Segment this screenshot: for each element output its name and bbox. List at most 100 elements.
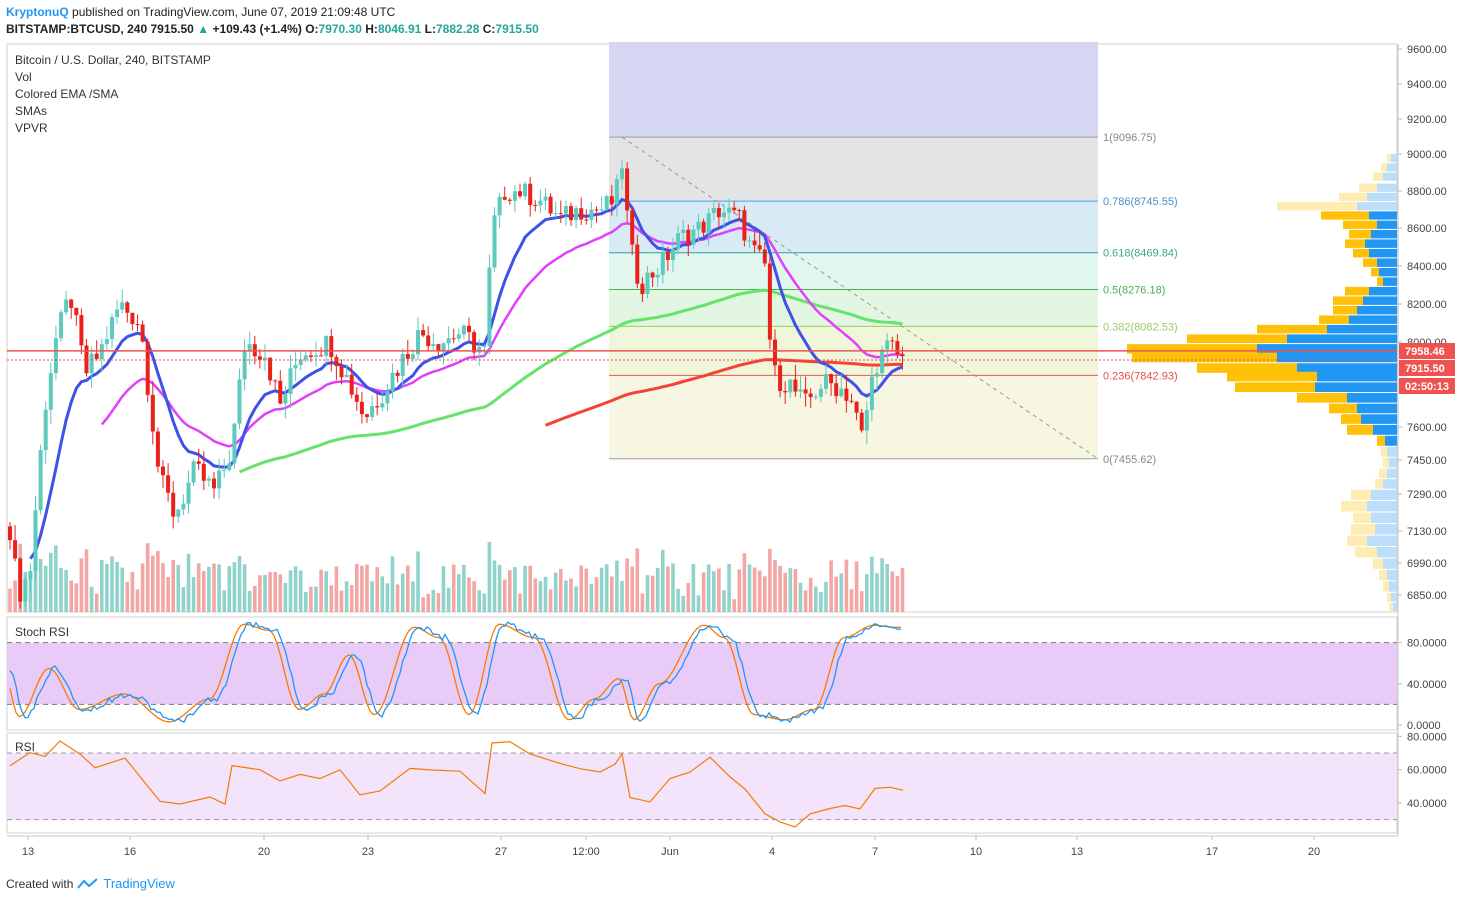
publish-line: KryptonuQ published on TradingView.com, … [6, 5, 395, 19]
publisher-name[interactable]: KryptonuQ [6, 5, 69, 19]
candle-body [334, 357, 339, 367]
price-tick-label: 8600.00 [1407, 223, 1447, 235]
candle-body [900, 354, 905, 357]
candle-body [671, 249, 675, 260]
fib-label-0.382: 0.382(8082.53) [1103, 321, 1178, 333]
candle-body [681, 229, 686, 234]
volume-bar [513, 567, 517, 612]
candle-body [150, 394, 155, 432]
volume-bar [712, 571, 716, 612]
vpvr-down-bar [1132, 352, 1277, 363]
stoch-rsi-label[interactable]: Stoch RSI [15, 625, 70, 639]
volume-bar [497, 564, 502, 612]
vpvr-down-bar [1297, 393, 1347, 403]
candle-body [314, 355, 318, 358]
candle-body [303, 355, 308, 360]
volume-bar [253, 585, 257, 612]
candle-body [722, 212, 726, 218]
candle-body [665, 252, 670, 260]
candle-body [273, 380, 278, 382]
candle-body [8, 526, 12, 541]
volume-bar [686, 583, 691, 612]
vpvr-down-bar [1329, 403, 1357, 414]
vpvr-up-bar [1367, 192, 1397, 202]
candle-body [793, 379, 798, 392]
tradingview-brand[interactable]: TradingView [103, 876, 175, 891]
volume-bar [594, 577, 599, 612]
close-value: 7915.50 [495, 22, 539, 36]
volume-bar [89, 586, 94, 612]
volume-bar [436, 593, 441, 612]
candle-body [609, 196, 614, 205]
candle-body [232, 423, 237, 464]
volume-bar [329, 585, 334, 612]
volume-bar [288, 570, 293, 612]
low-label: L: [424, 22, 436, 36]
volume-bar [273, 571, 277, 612]
volume-bar [773, 559, 777, 612]
volume-bar [538, 581, 543, 612]
volume-bar [304, 592, 308, 612]
vpvr-up-bar [1377, 220, 1397, 229]
volume-bar [140, 563, 145, 612]
candle-body [818, 388, 823, 397]
vpvr-up-bar [1391, 154, 1397, 163]
vpvr-up-bar [1347, 393, 1397, 403]
candle-body [380, 403, 385, 408]
open-value: 7970.30 [318, 22, 362, 36]
legend-title[interactable]: Bitcoin / U.S. Dollar, 240, BITSTAMP [15, 53, 211, 67]
vpvr-up-bar [1369, 248, 1397, 258]
candle-body [604, 196, 609, 210]
candle-body [53, 338, 58, 374]
candle-body [686, 229, 691, 245]
volume-bar [640, 593, 645, 612]
volume-bar [283, 582, 288, 612]
candle-body [115, 309, 120, 318]
candle-body [89, 353, 94, 374]
candle-body [711, 208, 716, 214]
volume-bar [620, 581, 624, 612]
legend-vol[interactable]: Vol [15, 70, 32, 84]
legend-vpvr[interactable]: VPVR [15, 121, 48, 135]
candle-body [461, 325, 466, 335]
volume-bar [523, 565, 527, 612]
volume-bar [768, 548, 772, 612]
volume-bar [360, 565, 364, 612]
volume-bar [426, 593, 430, 612]
volume-bar [849, 589, 854, 612]
candle-body [456, 334, 461, 339]
candle-body [38, 450, 43, 511]
tradingview-logo-icon [77, 877, 99, 889]
volume-bar [298, 570, 303, 612]
volume-bar [202, 570, 206, 612]
volume-bar [880, 558, 884, 612]
price-label-bg [1399, 360, 1455, 376]
legend-smas[interactable]: SMAs [15, 104, 48, 118]
volume-bar [263, 574, 267, 612]
volume-bar [151, 555, 155, 612]
candle-body [737, 210, 742, 212]
candle-body [293, 364, 298, 369]
candle-body [594, 209, 599, 211]
rsi-label[interactable]: RSI [15, 740, 36, 754]
vpvr-up-bar [1383, 558, 1397, 569]
volume-bar [528, 565, 532, 612]
candle-body [895, 341, 900, 355]
candle-body [808, 393, 813, 398]
sma-red-line [544, 358, 903, 427]
candle-body [446, 338, 451, 344]
volume-bar [79, 558, 84, 612]
time-tick-label: 20 [1308, 846, 1320, 858]
volume-bar [105, 563, 109, 612]
volume-bar [854, 561, 859, 612]
volume-bar [181, 587, 186, 612]
candle-body [732, 207, 737, 211]
candle-body [426, 335, 431, 347]
volume-bar [655, 568, 660, 612]
candle-body [558, 213, 563, 215]
vpvr-down-bar [1345, 286, 1369, 296]
time-tick-label: 13 [22, 846, 34, 858]
legend-ema-sma[interactable]: Colored EMA /SMA [15, 87, 119, 101]
volume-bar [569, 578, 573, 612]
